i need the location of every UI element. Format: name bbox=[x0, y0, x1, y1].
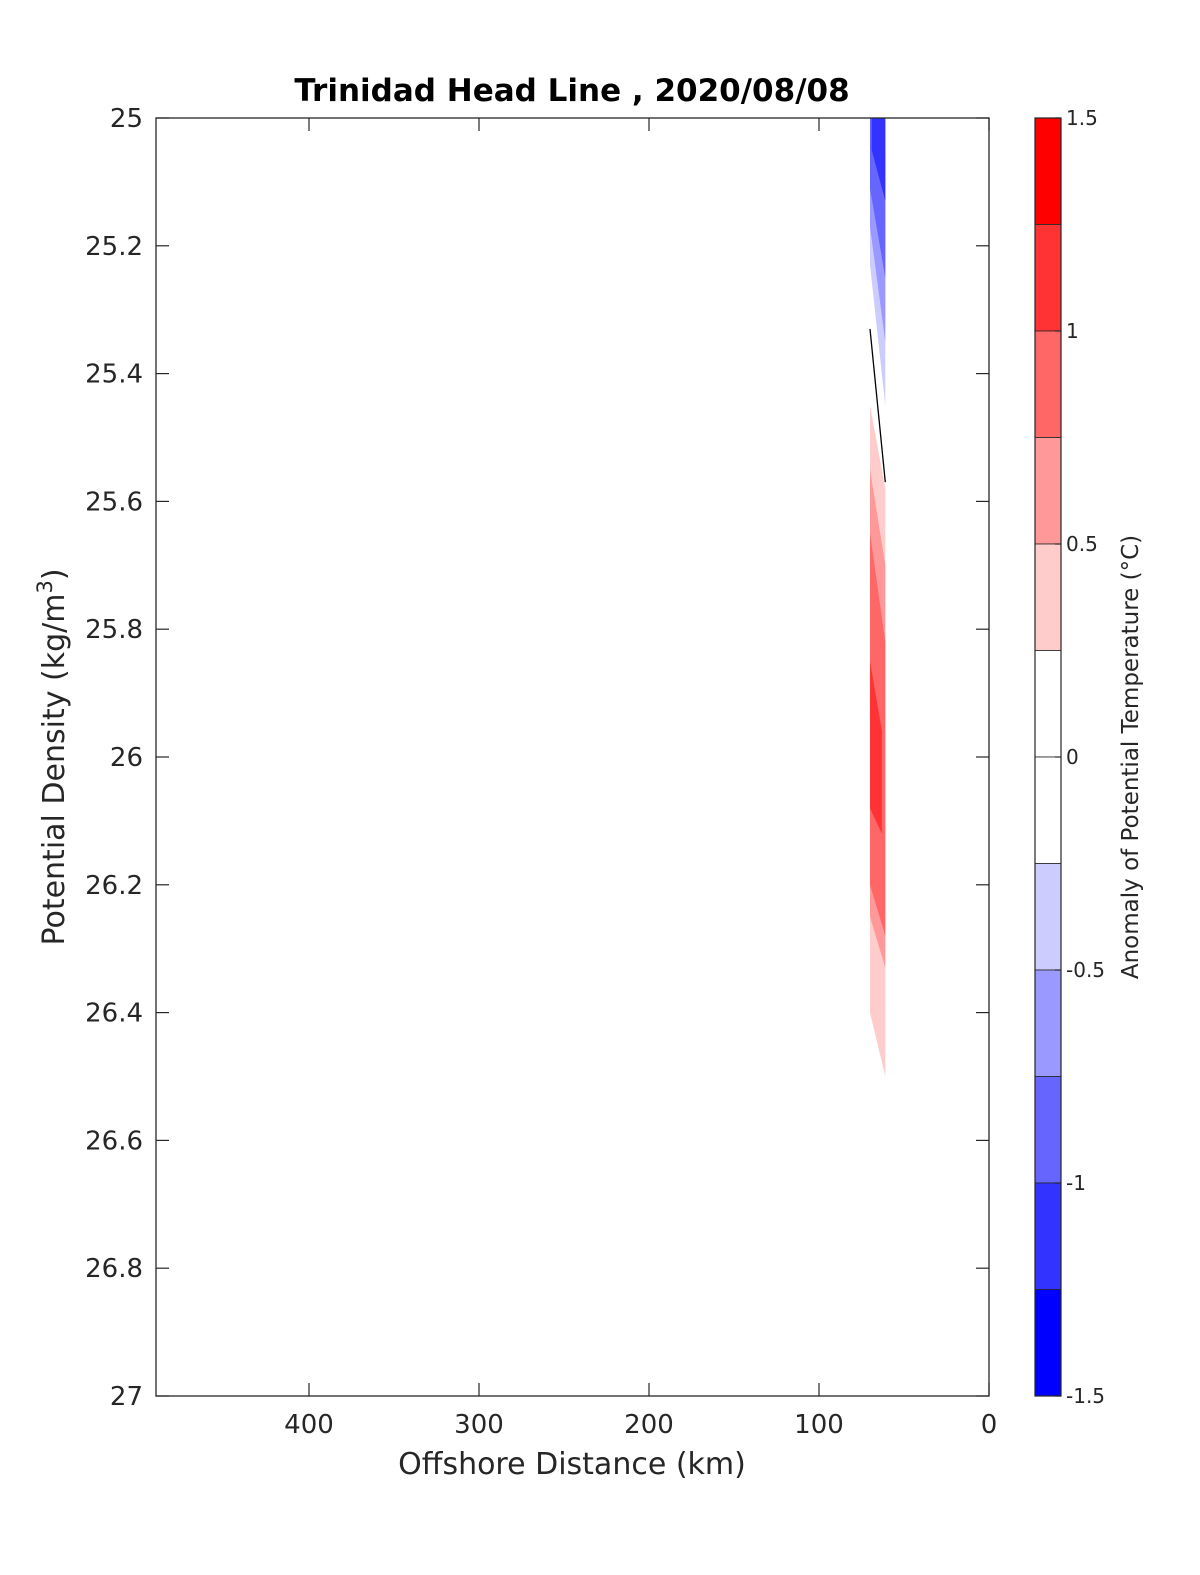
colorbar-tick-labels: 1.5 1 0.5 0 -0.5 -1 -1.5 bbox=[1066, 106, 1105, 1408]
y-axis-label-main: Potential Density (kg/m bbox=[37, 594, 72, 946]
colorbar-label: Anomaly of Potential Temperature (°C) bbox=[1118, 535, 1144, 979]
colorbar-level bbox=[1034, 224, 1062, 332]
x-tick-label: 100 bbox=[794, 1410, 844, 1440]
colorbar-tick-label: -0.5 bbox=[1066, 958, 1105, 982]
x-tick-label: 200 bbox=[624, 1410, 674, 1440]
y-tick-label: 25.8 bbox=[85, 615, 143, 645]
y-tick-label: 25.4 bbox=[85, 360, 143, 390]
y-tick-label: 26.2 bbox=[85, 871, 143, 901]
y-axis-label-close: ) bbox=[37, 568, 72, 580]
colorbar-level bbox=[1034, 650, 1062, 758]
y-tick-label: 27 bbox=[110, 1382, 143, 1412]
colorbar-level bbox=[1034, 756, 1062, 864]
colorbar-frame bbox=[1034, 117, 1062, 1397]
colorbar-tick-label: 1 bbox=[1066, 319, 1079, 343]
y-tick-label: 26.4 bbox=[85, 999, 143, 1029]
contour-region-cold-anomaly-core bbox=[871, 118, 886, 202]
y-tick-label: 26.8 bbox=[85, 1254, 143, 1284]
plot-background bbox=[156, 118, 989, 1396]
plot-frame bbox=[155, 117, 990, 1397]
x-axis-label: Offshore Distance (km) bbox=[398, 1447, 746, 1482]
colorbar-level bbox=[1034, 330, 1062, 438]
x-tick-labels: 400 300 200 100 0 bbox=[284, 1410, 997, 1440]
colorbar-tick-label: -1 bbox=[1066, 1171, 1086, 1195]
colorbar: 1.5 1 0.5 0 -0.5 -1 -1.5 Anomaly of Potential … bbox=[1034, 106, 1144, 1408]
colorbar-level bbox=[1034, 437, 1062, 545]
contour-region-warm-anomaly-core bbox=[870, 661, 882, 834]
y-tick-label: 26 bbox=[110, 743, 143, 773]
y-tick-label: 26.6 bbox=[85, 1126, 143, 1156]
colorbar-level bbox=[1034, 1289, 1062, 1397]
y-axis-label-superscript: 3 bbox=[33, 580, 57, 593]
colorbar-tick-label: 0 bbox=[1066, 745, 1079, 769]
colorbar-level bbox=[1034, 117, 1062, 225]
colorbar-level bbox=[1034, 1182, 1062, 1290]
y-axis-label: Potential Density (kg/m3) bbox=[33, 568, 72, 945]
colorbar-level bbox=[1034, 969, 1062, 1077]
y-tick-label: 25.6 bbox=[85, 487, 143, 517]
colorbar-level bbox=[1034, 863, 1062, 971]
y-tick-label: 25 bbox=[110, 104, 143, 134]
plot-area bbox=[155, 117, 990, 1397]
x-tick-label: 300 bbox=[454, 1410, 504, 1440]
y-tick-label: 25.2 bbox=[85, 232, 143, 262]
contour-line-0 bbox=[869, 328, 886, 483]
colorbar-tick-label: 1.5 bbox=[1066, 106, 1098, 130]
colorbar-tick-label: -1.5 bbox=[1066, 1384, 1105, 1408]
x-tick-label: 400 bbox=[284, 1410, 334, 1440]
colorbar-tick-label: 0.5 bbox=[1066, 532, 1098, 556]
y-tick-labels: 25 25.2 25.4 25.6 25.8 26 26.2 26.4 26.6 26.8 27 bbox=[85, 104, 143, 1412]
contour-regions bbox=[870, 118, 886, 1077]
colorbar-level bbox=[1034, 543, 1062, 651]
contour-lines bbox=[869, 328, 886, 483]
colorbar-level bbox=[1034, 1076, 1062, 1184]
chart-title: Trinidad Head Line , 2020/08/08 bbox=[294, 73, 849, 109]
x-tick-label: 0 bbox=[981, 1410, 998, 1440]
